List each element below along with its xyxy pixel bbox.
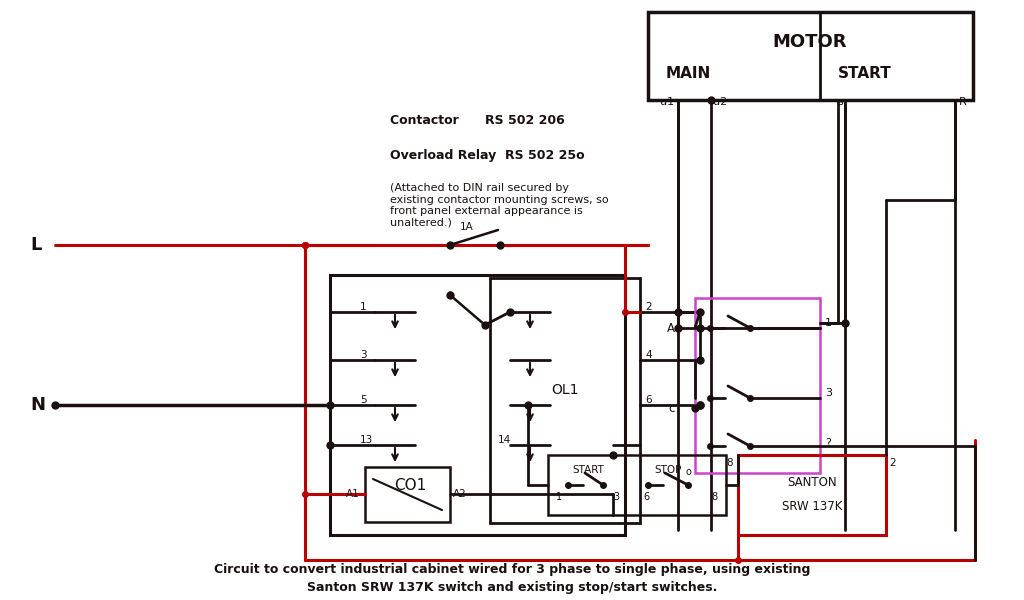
Text: 3: 3 (360, 350, 367, 360)
Text: 14: 14 (498, 435, 511, 445)
Text: START: START (838, 67, 892, 82)
Bar (695, 298, 820, 473)
Text: (Attached to DIN rail secured by
existing contactor mounting screws, so
front pa: (Attached to DIN rail secured by existin… (390, 183, 608, 228)
Bar (648, 12, 973, 100)
Text: N: N (30, 396, 45, 414)
Bar (490, 278, 640, 523)
Text: 2: 2 (645, 302, 651, 312)
Text: Santon SRW 137K switch and existing stop/start switches.: Santon SRW 137K switch and existing stop… (307, 581, 717, 595)
Text: 1A: 1A (460, 222, 474, 232)
Text: L: L (30, 236, 41, 254)
Text: o: o (686, 467, 692, 477)
Text: 3: 3 (613, 492, 620, 502)
Text: STOP: STOP (654, 465, 682, 475)
Text: 6: 6 (645, 395, 651, 405)
Bar (738, 455, 886, 535)
Text: u2: u2 (713, 97, 727, 107)
Text: R: R (959, 97, 967, 107)
Bar (365, 467, 450, 522)
Text: Circuit to convert industrial cabinet wired for 3 phase to single phase, using e: Circuit to convert industrial cabinet wi… (214, 563, 810, 577)
Text: OL1: OL1 (551, 383, 579, 397)
Text: MAIN: MAIN (666, 67, 712, 82)
Text: 8: 8 (711, 492, 717, 502)
Text: 13: 13 (360, 435, 374, 445)
Text: SRW 137K: SRW 137K (781, 500, 842, 514)
Text: 2: 2 (889, 458, 896, 468)
Text: 5: 5 (360, 395, 367, 405)
Text: 8: 8 (726, 458, 733, 468)
Text: 1: 1 (360, 302, 367, 312)
Text: 1: 1 (556, 492, 562, 502)
Text: MOTOR: MOTOR (773, 33, 847, 51)
Text: 4: 4 (645, 350, 651, 360)
Text: s: s (837, 97, 843, 107)
Text: c: c (669, 401, 675, 415)
Text: Overload Relay  RS 502 25o: Overload Relay RS 502 25o (390, 148, 585, 161)
Bar (330, 275, 625, 535)
Text: START: START (572, 465, 604, 475)
Text: CO1: CO1 (394, 478, 426, 493)
Text: A2: A2 (453, 489, 467, 499)
Text: Contactor      RS 502 206: Contactor RS 502 206 (390, 113, 565, 127)
Text: A: A (667, 322, 675, 335)
Text: 1: 1 (825, 318, 831, 328)
Text: ?: ? (825, 438, 830, 448)
Text: A1: A1 (346, 489, 360, 499)
Text: 6: 6 (643, 492, 649, 502)
Text: SANTON: SANTON (787, 476, 837, 490)
Bar (548, 455, 726, 515)
Text: 3: 3 (825, 388, 831, 398)
Text: u1: u1 (660, 97, 674, 107)
